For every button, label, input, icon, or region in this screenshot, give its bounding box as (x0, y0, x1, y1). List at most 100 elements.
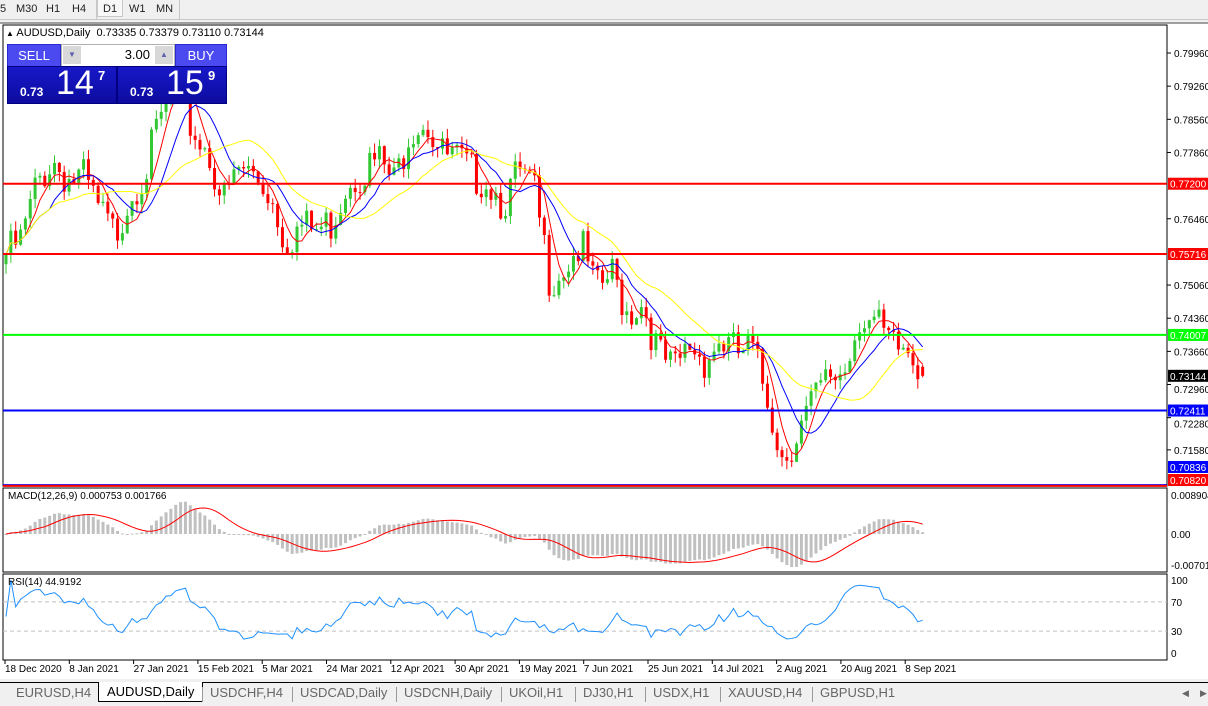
price-tick-label: 0.74360 (1174, 314, 1208, 325)
candle (542, 215, 546, 245)
sell-button[interactable]: SELL (7, 44, 61, 67)
candle (707, 357, 711, 385)
macd-bar (601, 534, 605, 556)
macd-bar (824, 534, 828, 547)
tab-usdcnh-daily[interactable]: USDCNH,Daily (404, 685, 493, 700)
macd-bar (106, 524, 110, 534)
macd-bar (858, 529, 862, 534)
lot-size-input[interactable] (84, 46, 152, 63)
candle-body (154, 118, 158, 130)
timeframe-mn[interactable]: MN (156, 3, 174, 15)
tab-gbpusd-h1[interactable]: GBPUSD,H1 (820, 685, 896, 700)
macd-bar (183, 501, 187, 534)
tab-ukoil-h1[interactable]: UKOil,H1 (509, 685, 564, 700)
candle (819, 372, 823, 386)
collapse-triangle-icon[interactable]: ▲ (6, 29, 14, 38)
candle (717, 334, 721, 355)
candle-body (232, 169, 236, 185)
candle (305, 203, 309, 233)
rsi-line (5, 579, 923, 640)
candle (901, 343, 905, 351)
timeframe-m5[interactable]: 5 (0, 3, 7, 15)
macd-bar (542, 534, 546, 543)
candle (867, 319, 871, 336)
candle-body (736, 332, 740, 354)
candle (727, 332, 731, 361)
candle (872, 310, 876, 324)
candle (504, 209, 508, 223)
macd-bar (271, 534, 275, 543)
rsi-tick-label: 30 (1171, 627, 1183, 638)
candle (673, 346, 677, 363)
timeframe-m30[interactable]: M30 (16, 3, 38, 15)
candle (426, 120, 430, 144)
candle (605, 269, 609, 285)
candle (785, 448, 789, 470)
macd-bar (562, 534, 566, 560)
decrease-lot-icon[interactable]: ▼ (63, 46, 81, 64)
candle-body (77, 169, 81, 183)
candle (387, 156, 391, 181)
buy-price[interactable]: 0.73 15 9 (117, 66, 227, 104)
candle (329, 210, 333, 248)
candle-body (344, 198, 347, 213)
date-tick-label: 12 Apr 2021 (391, 664, 445, 675)
candle-body (911, 353, 915, 366)
macd-bar (819, 534, 823, 550)
candle (72, 172, 76, 184)
tab-audusd-daily[interactable]: AUDUSD,Daily (98, 682, 204, 702)
candle-body (829, 369, 832, 377)
candle-body (106, 201, 110, 214)
tab-usdchf-h4[interactable]: USDCHF,H4 (210, 685, 283, 700)
increase-lot-icon[interactable]: ▲ (155, 46, 173, 64)
macd-bar (455, 522, 459, 534)
level-price-label: 0.70820 (1170, 476, 1207, 487)
candle (33, 168, 37, 209)
scroll-left-icon[interactable]: ◀ (1182, 688, 1189, 698)
candle (353, 178, 357, 202)
candle (14, 221, 18, 249)
candle-body (770, 407, 774, 433)
date-tick-label: 7 Jun 2021 (584, 664, 634, 675)
tab-usdx-h1[interactable]: USDX,H1 (653, 685, 710, 700)
candle-body (111, 213, 115, 219)
tab-dj30-h1[interactable]: DJ30,H1 (583, 685, 634, 700)
candle (833, 374, 837, 390)
candle (416, 132, 420, 148)
candle (271, 198, 275, 214)
candle-body (28, 199, 32, 219)
candle-body (421, 129, 425, 136)
candle (120, 223, 124, 246)
macd-bar (877, 519, 881, 534)
tab-xauusd-h4[interactable]: XAUUSD,H4 (728, 685, 803, 700)
timeframe-h1[interactable]: H1 (46, 3, 61, 15)
candle-body (654, 333, 658, 351)
macd-bar (363, 534, 367, 535)
macd-bar (266, 534, 270, 541)
macd-bar (654, 534, 658, 562)
candle (411, 135, 415, 156)
macd-bar (358, 534, 362, 537)
timeframe-w1[interactable]: W1 (129, 3, 146, 15)
macd-bar (741, 534, 745, 548)
tab-usdcad-daily[interactable]: USDCAD,Daily (300, 685, 388, 700)
one-click-trading-panel: SELL ▼ ▲ BUY 0.73 14 7 0.73 15 9 (7, 44, 227, 104)
chart-window[interactable] (0, 22, 1208, 679)
candle-body (470, 153, 474, 155)
date-tick-label: 8 Jan 2021 (69, 664, 119, 675)
chart-tabs: EURUSD,H4 AUDUSD,Daily USDCHF,H4 USDCAD,Dai… (0, 682, 1208, 706)
timeframe-h4[interactable]: H4 (72, 3, 87, 15)
date-tick-label: 19 May 2021 (519, 664, 577, 675)
candles (4, 60, 925, 470)
scroll-right-icon[interactable]: ▶ (1200, 688, 1207, 698)
buy-button[interactable]: BUY (175, 44, 227, 67)
candle (688, 343, 692, 351)
candle-body (761, 348, 765, 384)
tab-separator (396, 687, 397, 702)
candle-body (678, 353, 682, 358)
tab-eurusd-h4[interactable]: EURUSD,H4 (16, 685, 92, 700)
timeframe-d1[interactable]: D1 (97, 0, 124, 17)
sell-price[interactable]: 0.73 14 7 (7, 66, 117, 104)
date-tick-label: 8 Sep 2021 (905, 664, 957, 675)
